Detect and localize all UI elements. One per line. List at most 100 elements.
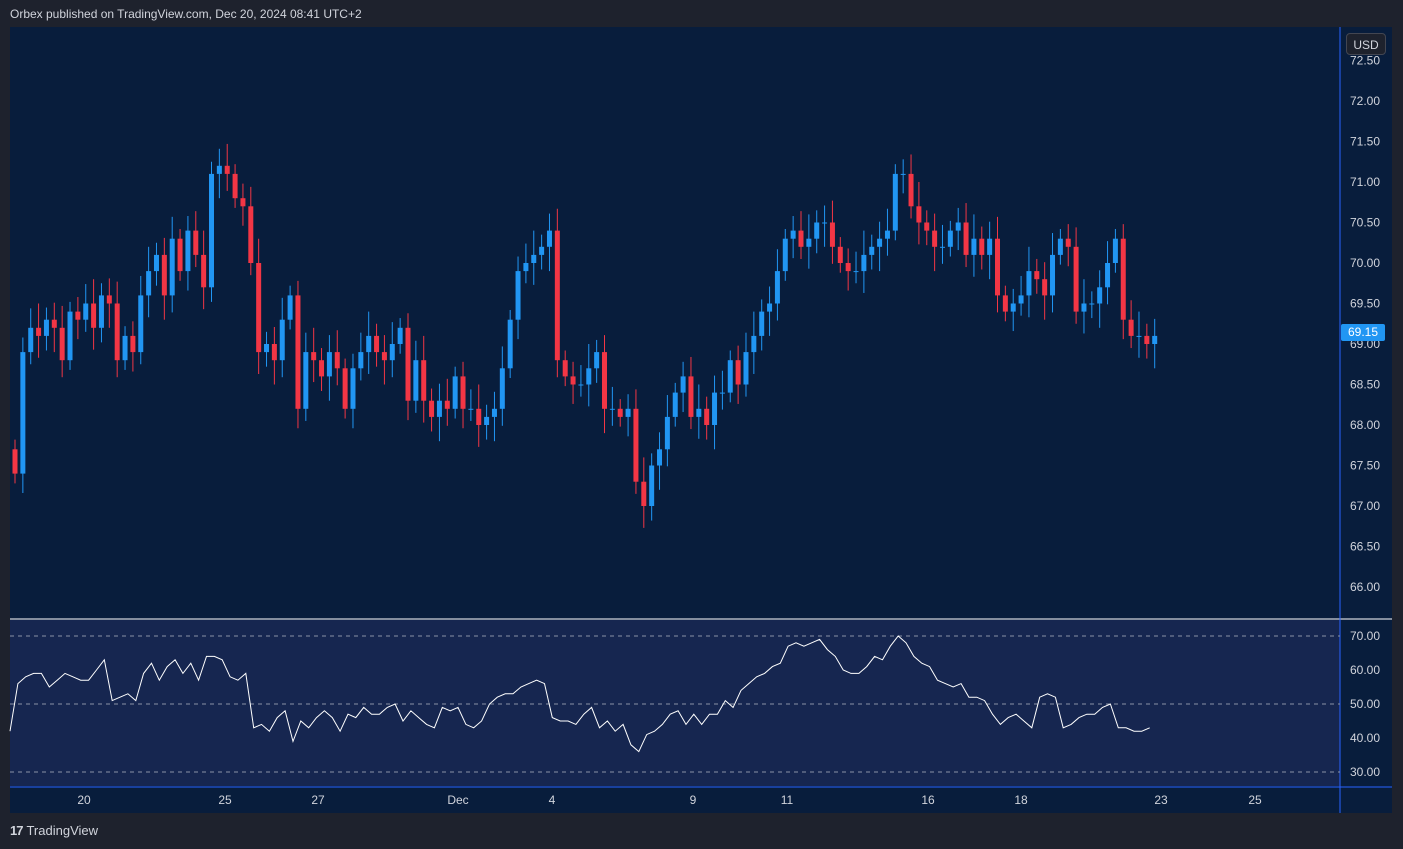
candle-body [767,303,773,312]
candle-body [869,246,875,255]
candle-body [971,238,977,255]
candle-body [1034,271,1040,280]
candle-body [657,449,663,466]
footer-brand[interactable]: 17 TradingView [10,823,98,838]
candle-body [1073,246,1079,312]
candle-body [877,238,883,247]
candle-body [939,246,945,248]
candle-body [476,408,482,425]
candle-body [1018,295,1024,304]
price-tick-label: 71.50 [1350,135,1380,149]
candle-body [743,352,749,385]
candle-body [1136,335,1142,337]
candle-body [625,408,631,417]
candle-body [822,222,828,224]
candle-body [59,327,65,361]
candle-body [963,222,969,255]
candle-body [20,352,26,474]
time-tick-label: 27 [311,793,325,807]
candle-body [845,263,851,272]
candle-body [326,352,332,377]
candle-body [436,400,442,417]
candle-body [979,238,985,255]
candle-body [319,360,325,377]
candle-body [405,327,411,401]
candle-body [900,173,906,175]
price-tick-label: 71.00 [1350,175,1380,189]
candle-body [209,173,214,288]
time-tick-label: 11 [781,793,794,807]
candle-body [853,271,859,273]
price-tick-label: 70.00 [1350,256,1380,270]
candle-body [861,254,867,272]
candle-body [350,368,356,409]
candle-body [523,263,529,272]
candle-body [169,238,175,296]
candle-body [429,400,435,417]
candle-body [1002,295,1008,312]
candle-body [680,376,686,393]
candle-body [1065,238,1071,247]
candle-body [790,230,796,239]
price-tick-label: 68.50 [1350,378,1380,392]
candle-body [358,352,364,369]
candle-body [484,416,490,425]
time-tick-label: 16 [921,793,935,807]
candle-body [83,303,89,320]
candle-body [594,352,600,369]
candle-body [421,360,427,401]
candle-body [256,263,262,353]
candle-body [444,400,450,409]
candle-body [759,311,765,336]
candle-body [1081,303,1087,312]
candle-body [1026,271,1032,296]
candle-body [995,238,1000,296]
candle-body [1010,303,1016,312]
candle-body [932,230,938,247]
time-tick-label: 9 [690,793,697,807]
time-tick-label: 4 [549,793,556,807]
candle-body [735,360,741,385]
candle-body [884,230,890,239]
candle-body [240,198,246,207]
candle-body [837,246,843,263]
candle-body [1042,279,1048,296]
candle-body [829,222,835,247]
candle-body [216,165,222,174]
candle-body [374,335,380,353]
candle-body [303,352,309,409]
candle-body [719,392,725,394]
candle-body [366,335,372,353]
candle-body [554,230,560,361]
candle-body [696,408,702,417]
price-tick-label: 72.50 [1350,54,1380,68]
candle-body [649,465,655,506]
candle-body [51,319,57,328]
candle-body [334,352,340,369]
candle-body [122,335,128,361]
candle-body [688,376,694,417]
candle-body [1105,263,1111,288]
candle-body [12,449,18,474]
time-tick-label: 25 [1248,793,1262,807]
currency-button[interactable]: USD [1346,33,1386,55]
candle-body [712,392,718,425]
candle-body [397,327,403,344]
candle-body [1050,254,1056,296]
candle-body [633,408,639,482]
candle-body [947,230,953,247]
candle-body [28,327,34,353]
time-tick-label: 20 [77,793,91,807]
price-tick-label: 69.50 [1350,297,1380,311]
rsi-tick-label: 40.00 [1350,731,1380,745]
candle-body [153,254,159,272]
candle-body [751,335,757,353]
candle-body [114,303,120,361]
candle-body [67,311,73,361]
price-tick-label: 70.50 [1350,216,1380,230]
candle-body [232,173,238,199]
candle-body [295,295,301,409]
candle-body [1128,319,1134,336]
candle-body [138,295,144,353]
